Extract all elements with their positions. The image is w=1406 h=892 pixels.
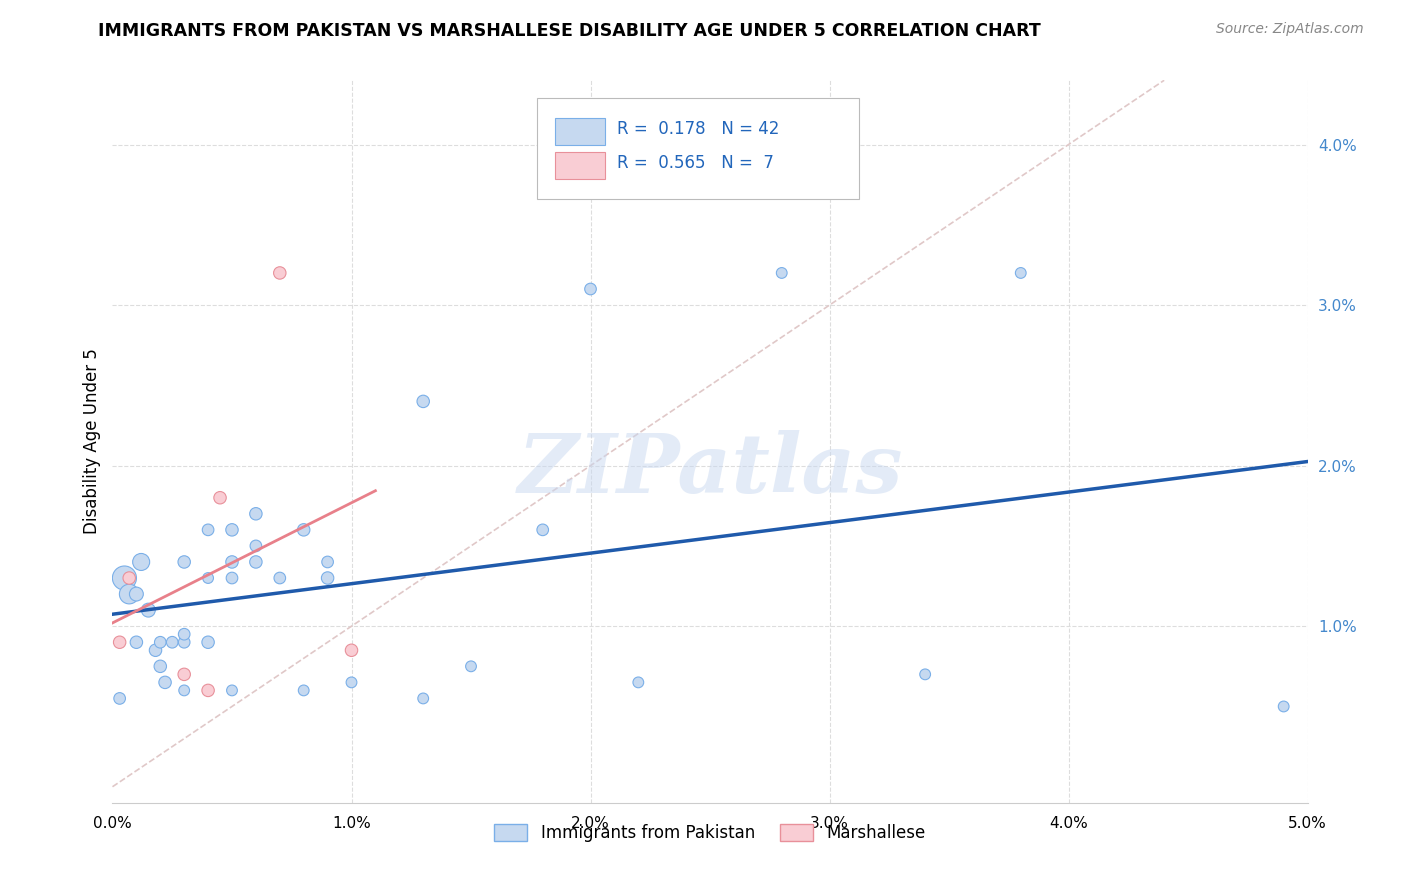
Point bbox=[316, 555, 339, 569]
Point bbox=[173, 635, 195, 649]
Legend: Immigrants from Pakistan, Marshallese: Immigrants from Pakistan, Marshallese bbox=[488, 817, 932, 848]
Point bbox=[129, 555, 152, 569]
Text: R =  0.178   N = 42: R = 0.178 N = 42 bbox=[617, 120, 779, 138]
Point bbox=[292, 683, 315, 698]
Y-axis label: Disability Age Under 5: Disability Age Under 5 bbox=[83, 349, 101, 534]
Point bbox=[153, 675, 176, 690]
Point bbox=[460, 659, 482, 673]
Point bbox=[118, 571, 141, 585]
Point bbox=[627, 675, 650, 690]
Point bbox=[316, 571, 339, 585]
Point bbox=[221, 683, 243, 698]
FancyBboxPatch shape bbox=[537, 98, 859, 200]
Point bbox=[245, 539, 267, 553]
Point bbox=[197, 571, 219, 585]
Text: R =  0.565   N =  7: R = 0.565 N = 7 bbox=[617, 154, 773, 172]
Point bbox=[1010, 266, 1032, 280]
Point bbox=[114, 571, 135, 585]
Point bbox=[108, 691, 131, 706]
Point bbox=[340, 643, 363, 657]
Point bbox=[412, 691, 434, 706]
Point bbox=[138, 603, 160, 617]
FancyBboxPatch shape bbox=[554, 153, 605, 178]
Text: ZIPatlas: ZIPatlas bbox=[517, 431, 903, 510]
Point bbox=[245, 555, 267, 569]
Point bbox=[269, 571, 291, 585]
Point bbox=[770, 266, 793, 280]
Point bbox=[149, 659, 172, 673]
Point bbox=[197, 635, 219, 649]
Point bbox=[173, 667, 195, 681]
Point bbox=[914, 667, 936, 681]
Point bbox=[340, 675, 363, 690]
Point bbox=[1272, 699, 1295, 714]
Point bbox=[118, 587, 141, 601]
Point bbox=[209, 491, 232, 505]
Point bbox=[221, 555, 243, 569]
Point bbox=[197, 523, 219, 537]
Point bbox=[292, 523, 315, 537]
Point bbox=[412, 394, 434, 409]
Point bbox=[125, 635, 148, 649]
Text: Source: ZipAtlas.com: Source: ZipAtlas.com bbox=[1216, 22, 1364, 37]
Point bbox=[125, 587, 148, 601]
Point bbox=[197, 683, 219, 698]
Point bbox=[173, 683, 195, 698]
Point bbox=[149, 635, 172, 649]
Point bbox=[579, 282, 602, 296]
Point bbox=[221, 523, 243, 537]
FancyBboxPatch shape bbox=[554, 119, 605, 145]
Point bbox=[531, 523, 554, 537]
Text: IMMIGRANTS FROM PAKISTAN VS MARSHALLESE DISABILITY AGE UNDER 5 CORRELATION CHART: IMMIGRANTS FROM PAKISTAN VS MARSHALLESE … bbox=[98, 22, 1042, 40]
Point bbox=[145, 643, 167, 657]
Point bbox=[173, 627, 195, 641]
Point bbox=[108, 635, 131, 649]
Point bbox=[269, 266, 291, 280]
Point bbox=[162, 635, 183, 649]
Point bbox=[245, 507, 267, 521]
Point bbox=[221, 571, 243, 585]
Point bbox=[173, 555, 195, 569]
